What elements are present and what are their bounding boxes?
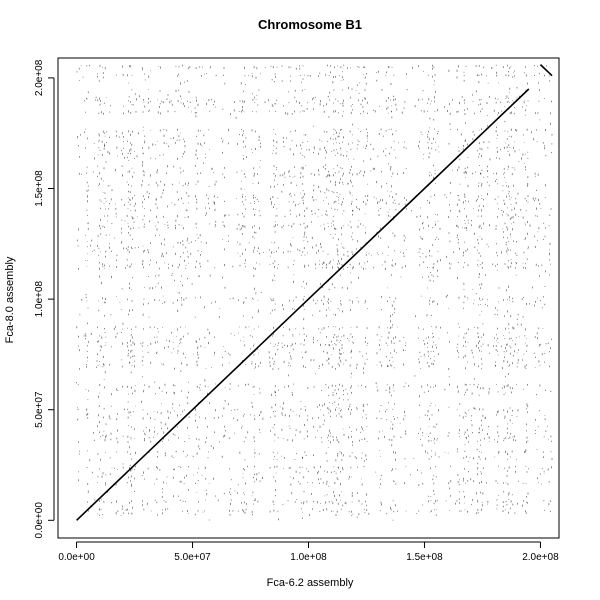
y-tick-label: 2.0e+08 <box>34 59 45 96</box>
chart-title: Chromosome B1 <box>258 17 362 32</box>
alignment-diagonal <box>76 64 553 521</box>
y-tick-label: 1.5e+08 <box>34 170 45 207</box>
point-cloud <box>76 64 553 521</box>
plot-frame <box>57 57 560 539</box>
x-tick-label: 0.0e+00 <box>58 552 95 563</box>
x-tick-label: 1.0e+08 <box>290 552 327 563</box>
x-tick-label: 5.0e+07 <box>174 552 211 563</box>
x-axis: 0.0e+00 5.0e+07 1.0e+08 1.5e+08 2.0e+08 <box>58 541 559 563</box>
x-axis-label: Fca-6.2 assembly <box>267 577 354 589</box>
inverted-segment-line <box>539 64 553 77</box>
x-tick-label: 2.0e+08 <box>522 552 559 563</box>
y-axis-label: Fca-8.0 assembly <box>4 256 16 343</box>
x-tick-label: 1.5e+08 <box>406 552 443 563</box>
main-diagonal-line <box>76 88 530 521</box>
background-points <box>76 64 553 521</box>
y-tick-label: 1.0e+08 <box>34 280 45 317</box>
y-tick-label: 0.0e+00 <box>34 502 45 539</box>
y-tick-label: 5.0e+07 <box>34 391 45 428</box>
y-axis: 0.0e+00 5.0e+07 1.0e+08 1.5e+08 2.0e+08 <box>34 59 55 539</box>
